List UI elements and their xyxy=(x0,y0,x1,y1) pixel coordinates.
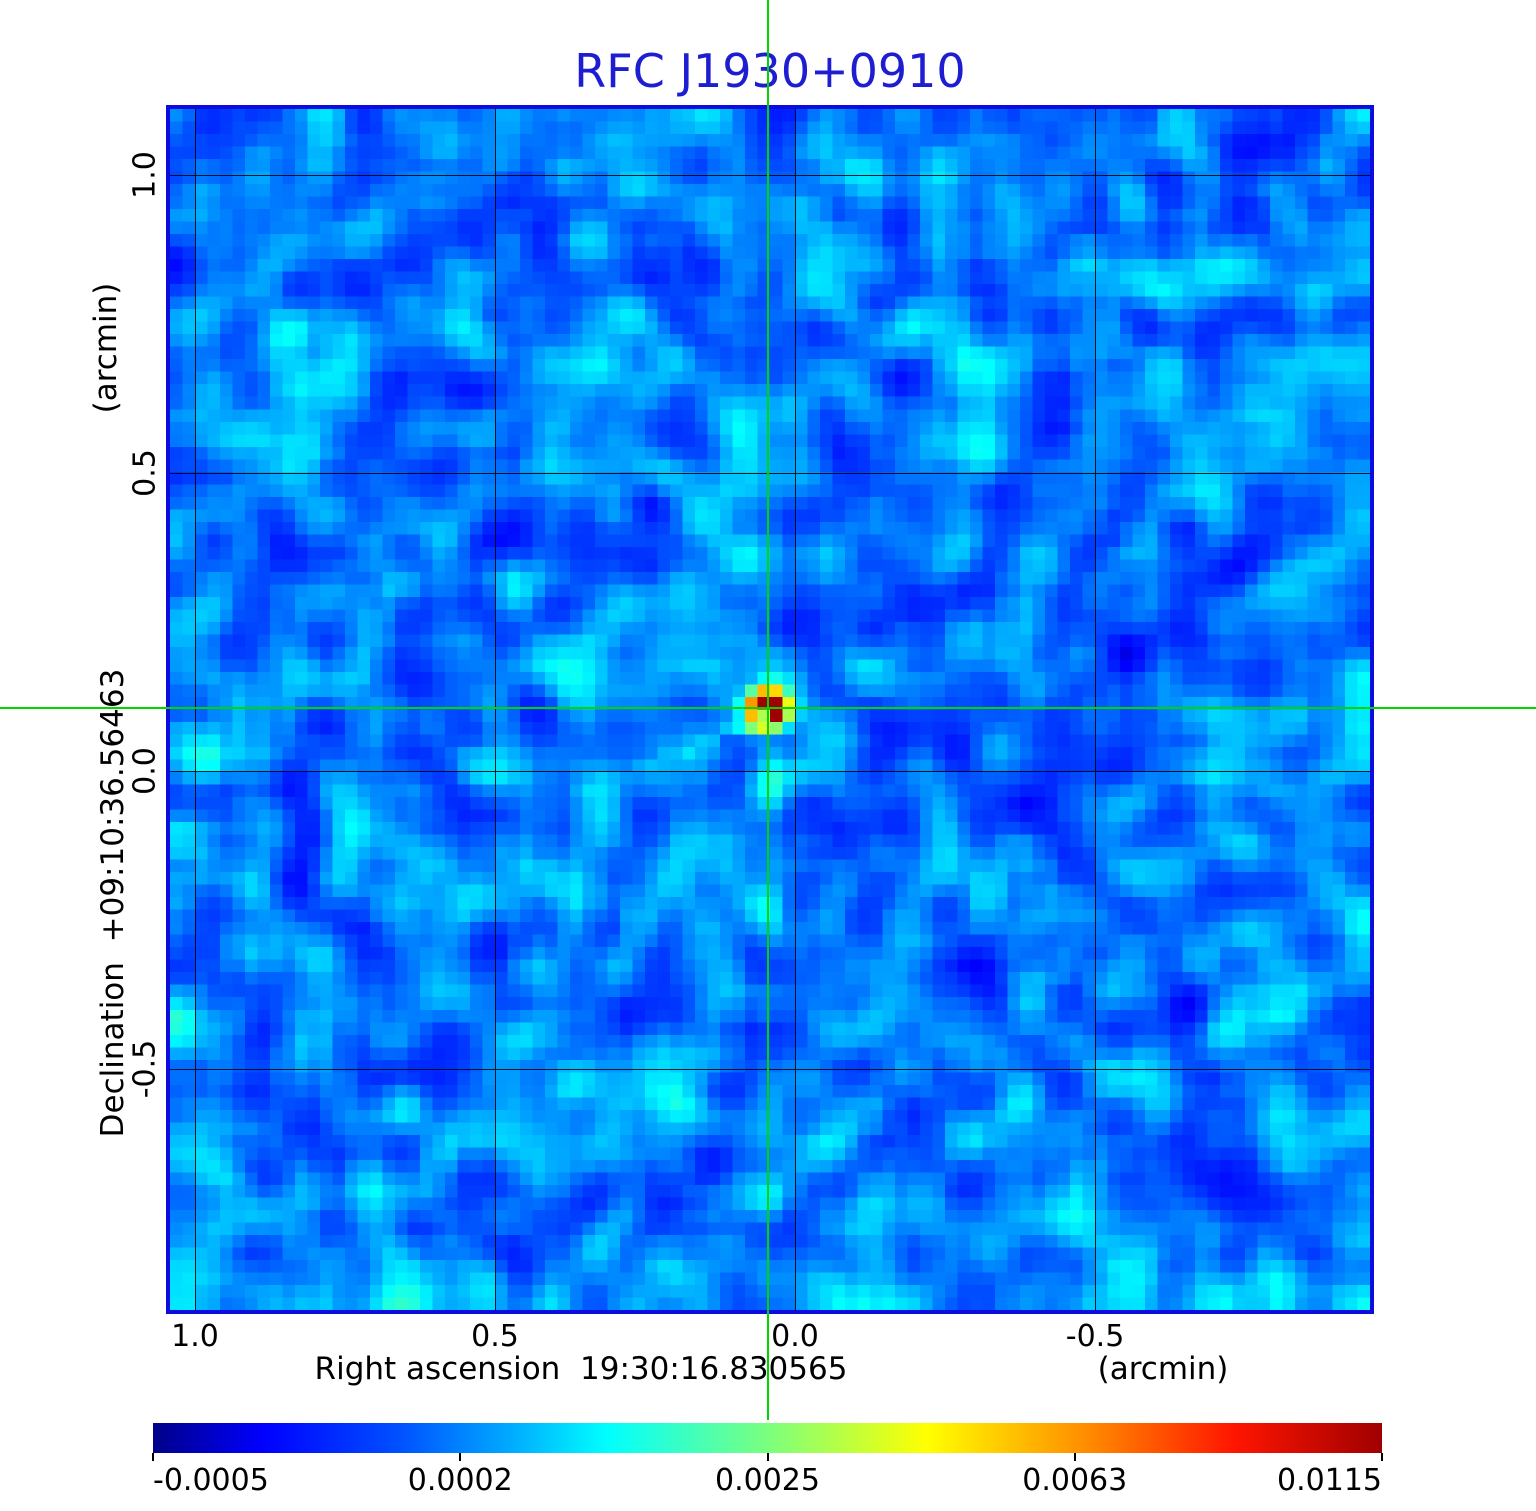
colorbar-tick-label: 0.0025 xyxy=(715,1463,820,1498)
colorbar-tick xyxy=(766,1453,769,1461)
grid-line-horizontal xyxy=(170,175,1370,177)
sky-map-plot xyxy=(166,105,1374,1314)
colorbar-tick xyxy=(1073,1453,1076,1461)
crosshair-horizontal-line xyxy=(0,707,1536,709)
x-tick-label: 1.0 xyxy=(171,1319,219,1354)
grid-line-horizontal xyxy=(170,473,1370,475)
colorbar-tick xyxy=(459,1453,462,1461)
grid-line-vertical xyxy=(1095,109,1097,1310)
x-axis-unit-label: (arcmin) xyxy=(1097,1351,1229,1387)
colorbar-tick-label: 0.0115 xyxy=(1277,1463,1382,1498)
grid-line-vertical xyxy=(795,109,797,1310)
figure-title: RFC J1930+0910 xyxy=(574,44,966,98)
y-tick-label: -0.5 xyxy=(127,1039,163,1099)
colorbar-tick-label: 0.0002 xyxy=(407,1463,513,1498)
grid-line-vertical xyxy=(495,109,497,1310)
x-axis-label: Right ascension 19:30:16.830565 xyxy=(314,1351,848,1387)
colorbar-gradient xyxy=(153,1423,1382,1453)
y-tick-label: 0.0 xyxy=(127,747,163,796)
grid-line-horizontal xyxy=(170,1069,1370,1071)
y-axis-unit-label: (arcmin) xyxy=(88,282,124,414)
x-tick-label: 0.0 xyxy=(771,1319,819,1354)
colorbar-tick-label: -0.0005 xyxy=(153,1463,269,1498)
x-tick-label: 0.5 xyxy=(471,1319,519,1354)
y-tick-label: 1.0 xyxy=(127,151,163,200)
sky-map-canvas xyxy=(170,109,1370,1310)
x-tick-label: -0.5 xyxy=(1065,1319,1125,1354)
y-tick-label: 0.5 xyxy=(127,449,163,498)
colorbar-tick xyxy=(152,1453,154,1461)
y-axis-label: Declination +09:10:36.56463 xyxy=(95,668,131,1138)
colorbar: -0.0005 0.0002 0.0025 0.0063 0.0115 xyxy=(152,1423,1383,1498)
colorbar-tick-label: 0.0063 xyxy=(1022,1463,1128,1498)
grid-line-vertical xyxy=(195,109,197,1310)
crosshair-vertical-line xyxy=(767,0,770,1420)
colorbar-tick xyxy=(1381,1453,1383,1461)
grid-line-horizontal xyxy=(170,771,1370,773)
